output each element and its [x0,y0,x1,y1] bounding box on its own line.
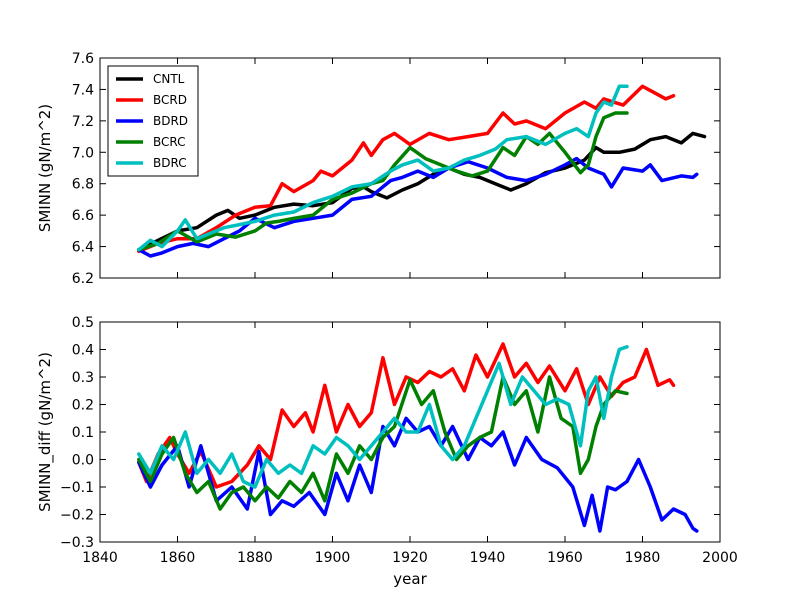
top-ytick-label: 7.0 [72,145,94,161]
legend-label-bcrc: BCRC [153,135,186,149]
legend-label-bcrd: BCRD [153,93,187,107]
bottom-ytick-label: −0.2 [60,508,94,524]
legend-label-bdrc: BDRC [153,156,187,170]
bottom-xtick-label: 1980 [625,550,661,566]
top-series-bcrd [137,84,676,254]
bottom-ylabel: SMINN_diff (gN/m^2) [36,352,55,512]
bottom-ytick-label: 0.2 [72,398,94,414]
bottom-ytick-label: 0.1 [72,425,94,441]
bottom-ytick-label: 0.4 [72,343,94,359]
top-ytick-label: 6.2 [72,271,94,287]
top-series-bdrd [137,156,699,258]
bottom-ytick-label: −0.3 [60,535,94,551]
bottom-ytick-label: −0.1 [60,480,94,496]
bottom-xtick-label: 1880 [237,550,273,566]
bottom-series-bcrd [137,342,676,489]
bottom-ytick-label: 0.5 [72,315,94,331]
bottom-xtick-label: 1840 [82,550,118,566]
top-ytick-label: 7.6 [72,51,94,67]
top-panel: 6.2 6.4 6.6 6.8 7.0 7.2 7.4 7.6 SMINN (gN/m^2) CN… [36,51,721,287]
bottom-series-bcrc [137,375,629,511]
top-ytick-label: 6.8 [72,177,94,193]
bottom-ytick-label: 0.0 [72,453,94,469]
bottom-xtick-label: 1960 [547,550,583,566]
legend-label-cntl: CNTL [153,72,185,86]
bottom-series-bdrd [137,416,699,533]
top-ytick-label: 7.2 [72,114,94,130]
bottom-xlabel: year [393,570,427,588]
top-ytick-label: 6.4 [72,240,94,256]
bottom-series-bdrc [137,345,629,489]
top-series-bdrc [137,84,629,252]
top-ytick-label: 6.6 [72,208,94,224]
top-ytick-label: 7.4 [72,82,94,98]
bottom-series-group [137,342,699,533]
top-series-cntl [137,131,707,252]
legend: CNTL BCRD BDRD BCRC BDRC [107,65,199,177]
top-series-group [137,84,707,258]
bottom-xtick-label: 1860 [160,550,196,566]
legend-label-bdrd: BDRD [153,114,188,128]
top-series-bcrc [137,111,629,252]
bottom-xtick-label: 1920 [392,550,428,566]
bottom-ytick-label: 0.3 [72,370,94,386]
bottom-xtick-label: 2000 [702,550,738,566]
top-ylabel: SMINN (gN/m^2) [36,104,54,232]
bottom-panel: 1840 1860 1880 1900 1920 1940 1960 1980 2000 −0.3… [36,315,738,588]
bottom-xtick-label: 1900 [315,550,351,566]
bottom-xtick-label: 1940 [470,550,506,566]
